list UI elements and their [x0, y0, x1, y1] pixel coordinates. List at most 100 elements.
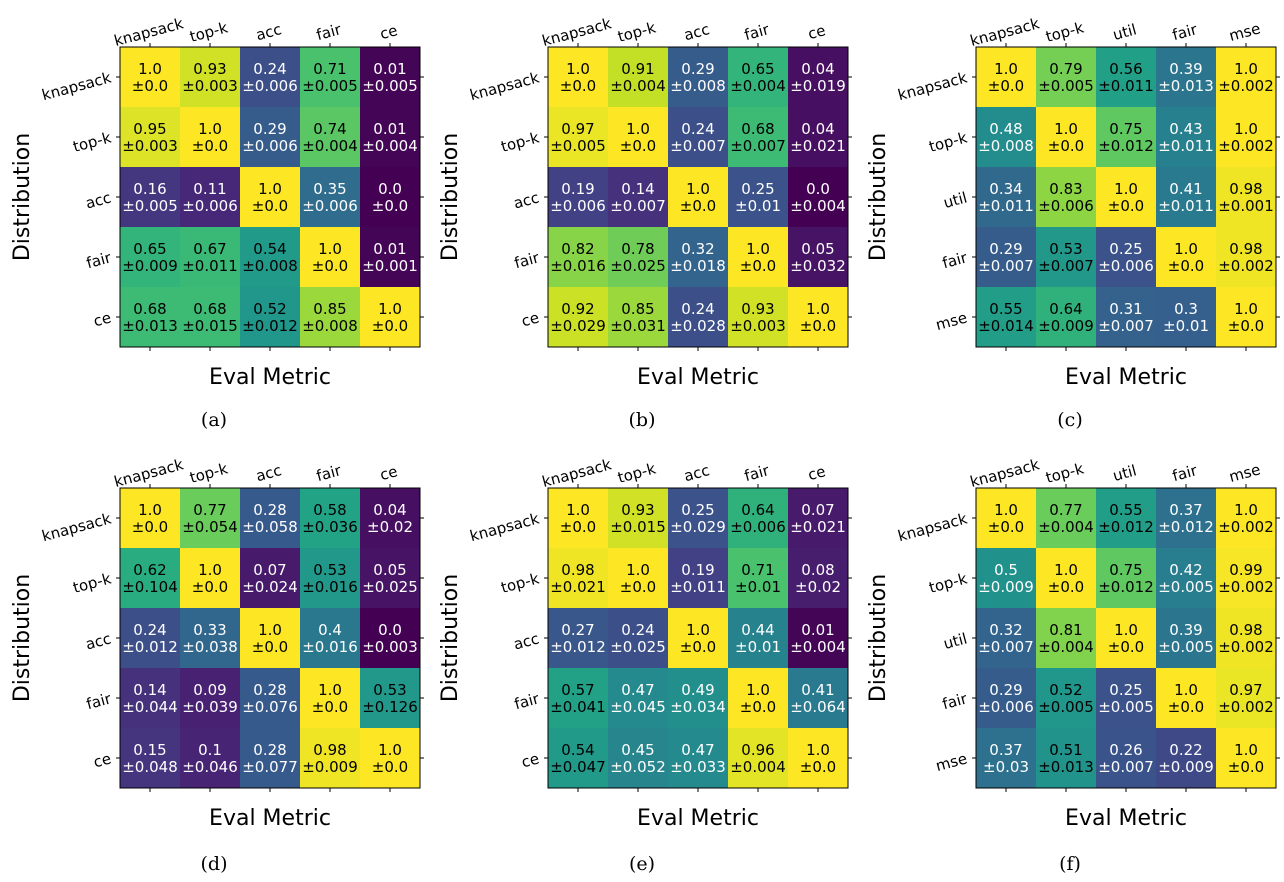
cell-value-label: 0.04 — [373, 501, 406, 519]
heatmap-cell — [1036, 107, 1096, 167]
cell-error-label: ±0.009 — [1038, 317, 1094, 335]
heatmap-cell — [300, 488, 360, 548]
cell-value-label: 0.04 — [801, 60, 834, 78]
heatmap-cell — [120, 107, 180, 167]
heatmap-cell — [548, 608, 608, 668]
cell-value-label: 1.0 — [1234, 60, 1258, 78]
cell-error-label: ±0.0 — [1048, 578, 1084, 596]
cell-error-label: ±0.006 — [242, 77, 298, 95]
y-tick-label: mse — [934, 749, 969, 775]
cell-value-label: 0.68 — [741, 120, 774, 138]
heatmap-cell — [1036, 227, 1096, 287]
cell-value-label: 1.0 — [626, 561, 650, 579]
heatmap-cell — [180, 548, 240, 608]
heatmap-cell — [728, 548, 788, 608]
x-axis-label: Eval Metric — [209, 365, 331, 390]
cell-error-label: ±0.029 — [670, 518, 726, 536]
cell-error-label: ±0.004 — [1038, 518, 1094, 536]
heatmap-cell — [668, 287, 728, 347]
cell-value-label: 0.52 — [1049, 681, 1082, 699]
x-tick-label: top-k — [188, 18, 230, 45]
x-axis-label: Eval Metric — [637, 365, 759, 390]
cell-value-label: 1.0 — [1174, 681, 1198, 699]
x-tick-label: top-k — [188, 459, 230, 486]
cell-error-label: ±0.006 — [978, 698, 1034, 716]
cell-value-label: 0.93 — [621, 501, 654, 519]
heatmap-cell — [1216, 608, 1276, 668]
cell-value-label: 1.0 — [138, 60, 162, 78]
heatmap-cell — [608, 107, 668, 167]
heatmap-cell — [976, 47, 1036, 107]
cell-value-label: 0.39 — [1169, 621, 1202, 639]
cell-value-label: 1.0 — [258, 621, 282, 639]
cell-value-label: 0.32 — [681, 240, 714, 258]
cell-value-label: 1.0 — [1114, 180, 1138, 198]
y-tick-label: top-k — [499, 569, 541, 596]
heatmap-cell — [548, 227, 608, 287]
x-tick-label: mse — [1227, 460, 1262, 486]
cell-value-label: 0.25 — [1109, 240, 1142, 258]
cell-error-label: ±0.002 — [1218, 77, 1274, 95]
y-tick-label: knapsack — [40, 509, 113, 545]
y-axis-label: Distribution — [10, 133, 35, 261]
cell-error-label: ±0.007 — [1098, 317, 1154, 335]
heatmap-cell — [788, 728, 848, 788]
heatmap-cell — [1096, 668, 1156, 728]
heatmap-cell — [548, 548, 608, 608]
cell-value-label: 0.19 — [561, 180, 594, 198]
cell-value-label: 1.0 — [1054, 561, 1078, 579]
cell-value-label: 0.01 — [373, 120, 406, 138]
cell-error-label: ±0.0 — [988, 77, 1024, 95]
cell-value-label: 1.0 — [566, 501, 590, 519]
cell-error-label: ±0.046 — [182, 758, 238, 776]
cell-value-label: 0.85 — [313, 300, 346, 318]
heatmap-cell — [1096, 488, 1156, 548]
heatmap-cell — [1036, 47, 1096, 107]
panel-caption: (f) — [1059, 853, 1081, 875]
cell-error-label: ±0.047 — [550, 758, 606, 776]
x-tick-label: util — [1111, 20, 1139, 44]
heatmap-cell — [788, 167, 848, 227]
panel-b: 1.0 ±0.0 0.91 ±0.004 0.29 ±0.008 0.65 ±0.004 0.0… — [428, 0, 856, 441]
cell-error-label: ±0.003 — [122, 137, 178, 155]
cell-error-label: ±0.025 — [362, 578, 418, 596]
y-tick-label: ce — [91, 749, 113, 771]
heatmap-cell — [1216, 668, 1276, 728]
cell-error-label: ±0.104 — [122, 578, 178, 596]
heatmap-cell — [360, 107, 420, 167]
heatmap-cell — [548, 287, 608, 347]
cell-value-label: 0.82 — [561, 240, 594, 258]
cell-error-label: ±0.0 — [372, 317, 408, 335]
cell-error-label: ±0.003 — [182, 77, 238, 95]
x-tick-label: fair — [742, 20, 771, 44]
panel-c: 1.0 ±0.0 0.79 ±0.005 0.56 ±0.011 0.39 ±0.013 1.0… — [856, 0, 1284, 441]
heatmap-cell — [548, 668, 608, 728]
cell-error-label: ±0.016 — [302, 638, 358, 656]
heatmap-cell — [1096, 47, 1156, 107]
cell-value-label: 0.01 — [373, 60, 406, 78]
heatmap-cell — [300, 227, 360, 287]
cell-error-label: ±0.016 — [550, 257, 606, 275]
cell-value-label: 0.26 — [1109, 741, 1142, 759]
heatmap-cell — [728, 107, 788, 167]
cell-value-label: 0.98 — [1229, 180, 1262, 198]
heatmap-cell — [788, 668, 848, 728]
cell-error-label: ±0.0 — [192, 578, 228, 596]
heatmap-cell — [180, 167, 240, 227]
heatmap-cell — [1036, 728, 1096, 788]
x-tick-label: fair — [1170, 461, 1199, 485]
y-tick-label: fair — [512, 248, 541, 272]
cell-value-label: 0.24 — [133, 621, 166, 639]
cell-error-label: ±0.003 — [362, 638, 418, 656]
cell-value-label: 0.44 — [741, 621, 774, 639]
cell-error-label: ±0.033 — [670, 758, 726, 776]
heatmap-cell — [1156, 47, 1216, 107]
cell-value-label: 0.64 — [741, 501, 774, 519]
cell-value-label: 0.67 — [193, 240, 226, 258]
heatmap-cell — [1096, 167, 1156, 227]
cell-value-label: 0.92 — [561, 300, 594, 318]
cell-value-label: 0.48 — [989, 120, 1022, 138]
cell-error-label: ±0.008 — [242, 257, 298, 275]
y-tick-label: acc — [84, 188, 113, 212]
heatmap-cell — [360, 227, 420, 287]
